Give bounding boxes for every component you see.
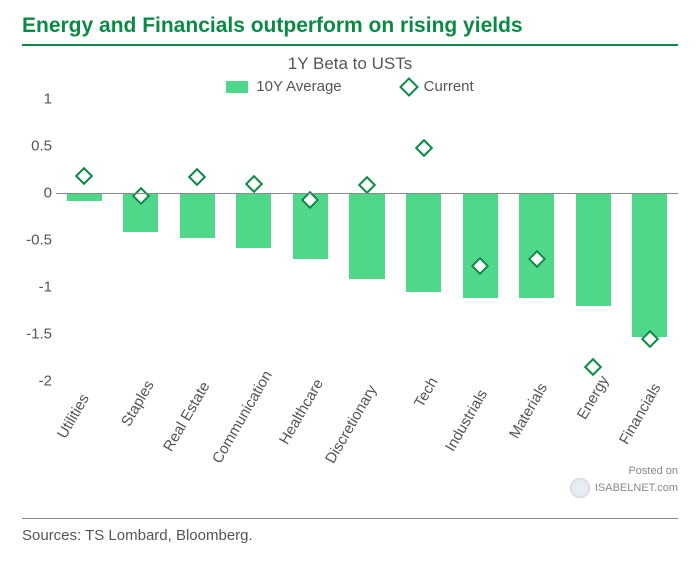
plot-region: -2-1.5-1-0.500.51 — [56, 99, 678, 381]
xlabel: Staples — [118, 377, 158, 429]
watermark-line2: ISABELNET.com — [595, 482, 678, 494]
marker-healthcare — [304, 193, 317, 206]
watermark: Posted on ISABELNET.com — [570, 465, 678, 498]
ytick: 1 — [22, 91, 52, 108]
bar-real-estate — [180, 193, 215, 238]
ytick: -1 — [22, 279, 52, 296]
chart-subtitle: 1Y Beta to USTs — [22, 54, 678, 74]
bar-utilities — [67, 193, 102, 201]
legend-label-avg: 10Y Average — [256, 78, 341, 95]
marker-financials — [643, 332, 656, 345]
xlabel: Materials — [506, 380, 551, 441]
legend: 10Y Average Current — [22, 78, 678, 95]
axis-zero-line — [56, 193, 678, 194]
ytick: -1.5 — [22, 326, 52, 343]
chart-area: 1Y Beta to USTs 10Y Average Current -2-1… — [22, 54, 678, 514]
bar-tech — [406, 193, 441, 292]
legend-item-avg: 10Y Average — [226, 78, 341, 95]
legend-swatch-diamond — [402, 80, 416, 94]
marker-communication — [247, 177, 260, 190]
marker-utilities — [78, 170, 91, 183]
ytick: 0.5 — [22, 138, 52, 155]
marker-materials — [530, 252, 543, 265]
bar-communication — [236, 193, 271, 248]
xlabel: Financials — [616, 381, 664, 448]
bar-energy — [576, 193, 611, 306]
ytick: -0.5 — [22, 232, 52, 249]
ytick: -2 — [22, 373, 52, 390]
legend-label-current: Current — [424, 78, 474, 95]
bar-discretionary — [349, 193, 384, 279]
bar-materials — [519, 193, 554, 298]
marker-tech — [417, 141, 430, 154]
xlabel: Communication — [209, 368, 276, 467]
xlabel: Utilities — [54, 391, 93, 441]
ytick: 0 — [22, 185, 52, 202]
chart-footer: Sources: TS Lombard, Bloomberg. — [22, 518, 678, 544]
bar-financials — [632, 193, 667, 337]
marker-real-estate — [191, 171, 204, 184]
xlabel: Real Estate — [160, 378, 213, 454]
chart-title: Energy and Financials outperform on risi… — [22, 14, 678, 46]
xlabel: Discretionary — [322, 382, 380, 466]
xlabel: Industrials — [442, 386, 491, 454]
marker-industrials — [474, 260, 487, 273]
globe-icon — [570, 478, 590, 498]
legend-item-current: Current — [402, 78, 474, 95]
legend-swatch-bar — [226, 81, 248, 93]
xlabel: Energy — [574, 373, 612, 423]
bar-industrials — [463, 193, 498, 298]
watermark-line1: Posted on — [570, 465, 678, 478]
xlabel: Healthcare — [276, 377, 327, 448]
marker-staples — [134, 189, 147, 202]
marker-discretionary — [361, 179, 374, 192]
